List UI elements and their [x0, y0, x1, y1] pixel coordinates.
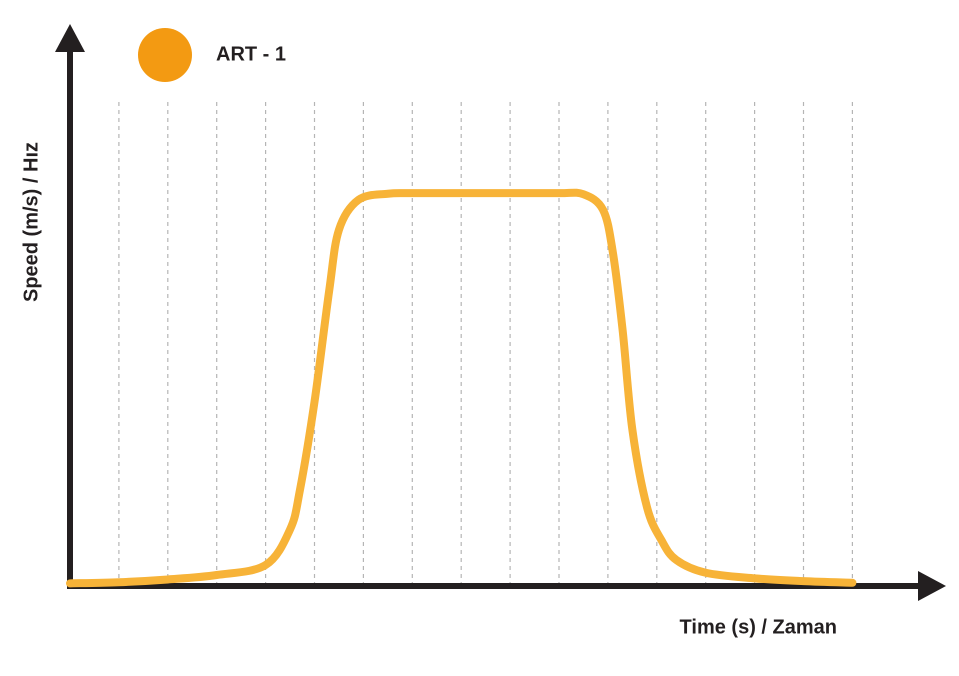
- y-axis-label: Speed (m/s) / Hız: [20, 142, 42, 302]
- x-axis-label: Time (s) / Zaman: [680, 616, 837, 638]
- speed-line: [66, 188, 857, 588]
- legend-label: ART - 1: [216, 43, 286, 65]
- legend-swatch: [138, 28, 192, 82]
- y-axis-arrow: [55, 24, 85, 52]
- x-axis-arrow: [918, 571, 946, 601]
